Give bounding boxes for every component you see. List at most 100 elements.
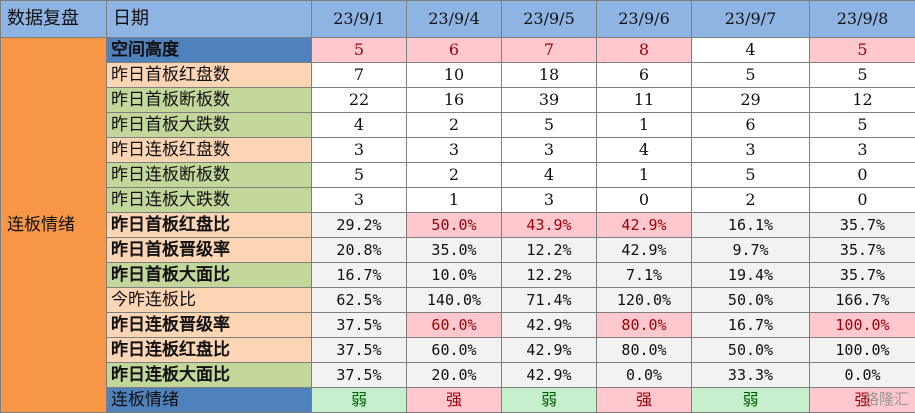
value-cell: 3 — [810, 138, 915, 163]
table-row: 昨日连板断板数 5 2 4 1 5 0 — [1, 163, 915, 188]
value-cell: 5 — [502, 113, 597, 138]
value-cell: 60.0% — [407, 338, 502, 363]
value-cell: 42.9% — [502, 363, 597, 388]
value-cell: 29 — [692, 88, 810, 113]
value-cell: 5 — [692, 63, 810, 88]
value-cell: 4 — [502, 163, 597, 188]
value-cell: 37.5% — [312, 363, 407, 388]
header-date-cell: 23/9/8 — [810, 1, 915, 38]
value-cell: 5 — [810, 38, 915, 63]
value-cell: 12 — [810, 88, 915, 113]
value-cell: 强 — [597, 388, 692, 413]
value-cell: 9.7% — [692, 238, 810, 263]
value-cell: 60.0% — [407, 313, 502, 338]
row-label: 昨日首板晋级率 — [107, 238, 312, 263]
row-label: 空间高度 — [107, 38, 312, 63]
value-cell: 19.4% — [692, 263, 810, 288]
value-cell: 0.0% — [810, 363, 915, 388]
value-cell: 3 — [407, 138, 502, 163]
row-label: 昨日连板大跌数 — [107, 188, 312, 213]
value-cell: 12.2% — [502, 238, 597, 263]
table-row: 连板情绪 弱 强 弱 强 弱 强 — [1, 388, 915, 413]
value-cell: 12.2% — [502, 263, 597, 288]
row-label: 昨日首板大跌数 — [107, 113, 312, 138]
value-cell: 3 — [312, 188, 407, 213]
value-cell: 50.0% — [692, 288, 810, 313]
value-cell: 2 — [407, 113, 502, 138]
value-cell: 71.4% — [502, 288, 597, 313]
value-cell: 29.2% — [312, 213, 407, 238]
value-cell: 16.7% — [312, 263, 407, 288]
value-cell: 弱 — [502, 388, 597, 413]
value-cell: 10 — [407, 63, 502, 88]
value-cell: 16.7% — [692, 313, 810, 338]
header-row: 数据复盘 日期 23/9/1 23/9/4 23/9/5 23/9/6 23/9… — [1, 1, 915, 38]
table-row: 昨日首板晋级率 20.8% 35.0% 12.2% 42.9% 9.7% 35.… — [1, 238, 915, 263]
value-cell: 37.5% — [312, 338, 407, 363]
table-row: 昨日首板断板数 22 16 39 11 29 12 — [1, 88, 915, 113]
header-date-cell: 23/9/5 — [502, 1, 597, 38]
table-row: 昨日连板红盘比 37.5% 60.0% 42.9% 80.0% 50.0% 10… — [1, 338, 915, 363]
header-date: 日期 — [107, 1, 312, 38]
value-cell: 16.1% — [692, 213, 810, 238]
value-cell: 1 — [597, 163, 692, 188]
row-label: 昨日连板红盘数 — [107, 138, 312, 163]
header-date-cell: 23/9/4 — [407, 1, 502, 38]
value-cell: 2 — [407, 163, 502, 188]
value-cell: 37.5% — [312, 313, 407, 338]
value-cell: 20.0% — [407, 363, 502, 388]
value-cell: 5 — [312, 38, 407, 63]
value-cell: 20.8% — [312, 238, 407, 263]
value-cell: 6 — [692, 113, 810, 138]
row-label: 昨日连板断板数 — [107, 163, 312, 188]
row-label: 昨日连板晋级率 — [107, 313, 312, 338]
table-row: 今昨连板比 62.5% 140.0% 71.4% 120.0% 50.0% 16… — [1, 288, 915, 313]
value-cell: 33.3% — [692, 363, 810, 388]
value-cell: 7 — [312, 63, 407, 88]
value-cell: 5 — [312, 163, 407, 188]
value-cell: 80.0% — [597, 313, 692, 338]
row-label: 昨日首板红盘比 — [107, 213, 312, 238]
value-cell: 10.0% — [407, 263, 502, 288]
value-cell: 4 — [312, 113, 407, 138]
value-cell: 43.9% — [502, 213, 597, 238]
value-cell: 5 — [810, 63, 915, 88]
value-cell: 42.9% — [502, 338, 597, 363]
value-cell: 5 — [810, 113, 915, 138]
table-row: 昨日首板红盘比 29.2% 50.0% 43.9% 42.9% 16.1% 35… — [1, 213, 915, 238]
value-cell: 16 — [407, 88, 502, 113]
value-cell: 0.0% — [597, 363, 692, 388]
value-cell: 弱 — [312, 388, 407, 413]
value-cell: 50.0% — [692, 338, 810, 363]
value-cell: 3 — [502, 188, 597, 213]
value-cell: 0 — [810, 188, 915, 213]
value-cell: 0 — [597, 188, 692, 213]
row-label: 昨日首板断板数 — [107, 88, 312, 113]
value-cell: 4 — [692, 38, 810, 63]
value-cell: 42.9% — [597, 238, 692, 263]
table-row: 昨日连板晋级率 37.5% 60.0% 42.9% 80.0% 16.7% 10… — [1, 313, 915, 338]
value-cell: 22 — [312, 88, 407, 113]
row-label: 昨日连板大面比 — [107, 363, 312, 388]
row-label: 今昨连板比 — [107, 288, 312, 313]
value-cell: 62.5% — [312, 288, 407, 313]
header-data-review: 数据复盘 — [1, 1, 107, 38]
value-cell: 35.0% — [407, 238, 502, 263]
header-date-cell: 23/9/7 — [692, 1, 810, 38]
value-cell: 0 — [810, 163, 915, 188]
value-cell: 50.0% — [407, 213, 502, 238]
row-label: 连板情绪 — [107, 388, 312, 413]
value-cell: 166.7% — [810, 288, 915, 313]
value-cell: 39 — [502, 88, 597, 113]
value-cell: 4 — [597, 138, 692, 163]
header-date-cell: 23/9/6 — [597, 1, 692, 38]
value-cell: 42.9% — [597, 213, 692, 238]
header-date-cell: 23/9/1 — [312, 1, 407, 38]
value-cell: 3 — [692, 138, 810, 163]
value-cell: 18 — [502, 63, 597, 88]
row-label: 昨日首板大面比 — [107, 263, 312, 288]
value-cell: 1 — [597, 113, 692, 138]
value-cell: 3 — [312, 138, 407, 163]
value-cell: 8 — [597, 38, 692, 63]
